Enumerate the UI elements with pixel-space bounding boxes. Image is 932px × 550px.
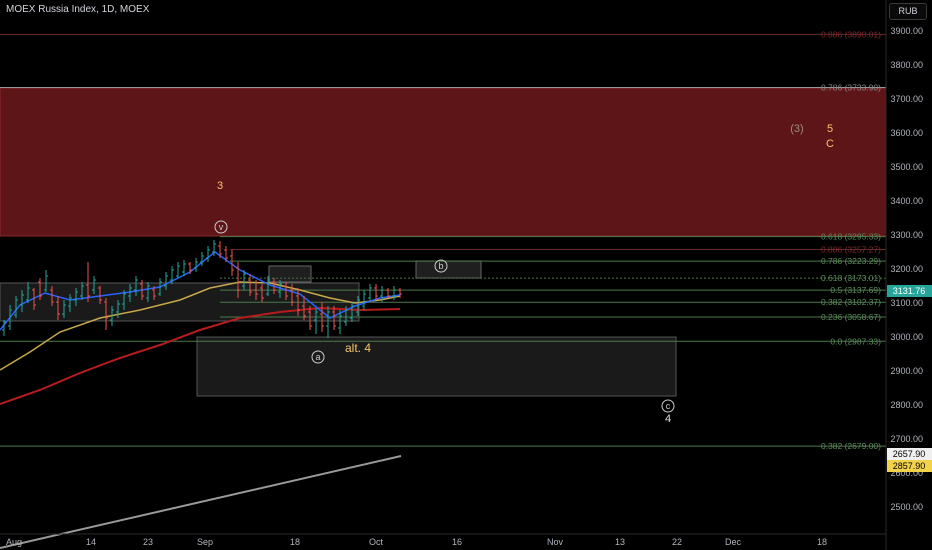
fib-level-label: 0.618 (3295.33): [821, 232, 881, 242]
last-price-tag-bg: [887, 285, 932, 297]
price-axis-label: 3100.00: [890, 298, 923, 308]
price-tag-lower: 2857.90: [893, 461, 926, 471]
fib-level-label: 0.786 (3733.90): [821, 82, 881, 92]
time-axis-label: Dec: [725, 537, 742, 547]
time-axis-label: 22: [672, 537, 682, 547]
fib-level-label: 0.382 (3102.37): [821, 297, 881, 307]
wave-label-paren3: (3): [790, 123, 803, 135]
fib-level-label: 0.886 (3257.27): [821, 245, 881, 255]
wave-label-v: v: [219, 222, 224, 232]
wave-label-c: c: [666, 401, 671, 411]
time-axis-label: 18: [817, 537, 827, 547]
wave-label-b: b: [438, 261, 443, 271]
price-tag-upper: 2657.90: [893, 449, 926, 459]
fib-level-label: 0.0 (2987.33): [830, 336, 881, 346]
resistance-zone: [0, 87, 887, 237]
wave-b-circle: [434, 259, 448, 273]
candlesticks: [2, 240, 402, 338]
price-tag-upper-bg: [887, 448, 932, 460]
price-axis[interactable]: 3900.00 3800.00 3700.00 3600.00 3500.00 3400.…: [890, 26, 923, 512]
fib-level-label: 0.5 (3137.69): [830, 285, 881, 295]
price-axis-label: 2600.00: [890, 468, 923, 478]
time-axis-label: 18: [290, 537, 300, 547]
price-axis-label: 2800.00: [890, 400, 923, 410]
price-axis-label: 3800.00: [890, 60, 923, 70]
wave-label-4: 4: [665, 413, 671, 425]
time-axis-label: Aug: [6, 537, 22, 547]
fib-level-label: 0.236 (3058.67): [821, 312, 881, 322]
time-axis-label: Oct: [369, 537, 384, 547]
price-axis-label: 3900.00: [890, 26, 923, 36]
fib-levels: 0.886 (3890.01) 0.786 (3733.90) 0.618 (329…: [0, 29, 886, 451]
wave-c-circle: [661, 399, 675, 413]
fib-level-label: 0.886 (3890.01): [821, 29, 881, 39]
fib-level-label: 0.382 (2679.00): [821, 441, 881, 451]
time-axis-label: Sep: [197, 537, 213, 547]
time-axis[interactable]: Aug 14 23 Sep 18 Oct 16 Nov 13 22 Dec 18: [6, 537, 827, 547]
price-axis-label: 3000.00: [890, 332, 923, 342]
wave-label-C: C: [826, 138, 834, 150]
target-box-b: [415, 260, 482, 279]
ma-slow-line: [0, 306, 401, 405]
fib-level-label: 0.618 (3173.01): [821, 273, 881, 283]
price-axis-label: 3400.00: [890, 196, 923, 206]
wave-label-3: 3: [217, 180, 223, 192]
price-axis-label: 2700.00: [890, 434, 923, 444]
target-box-c: [196, 336, 677, 397]
wave-label-a: a: [315, 352, 320, 362]
ma-mid-line: [0, 281, 401, 371]
time-axis-label: Nov: [547, 537, 564, 547]
time-axis-label: 13: [615, 537, 625, 547]
small-box: [268, 265, 312, 283]
price-tag-lower-bg: [887, 460, 932, 472]
price-axis-label: 2500.00: [890, 502, 923, 512]
time-axis-label: 16: [452, 537, 462, 547]
price-axis-label: 2900.00: [890, 366, 923, 376]
time-axis-label: 14: [86, 537, 96, 547]
trendline: [0, 455, 402, 549]
wave-label-alt4: alt. 4: [345, 341, 371, 355]
chart-title: MOEX Russia Index, 1D, MOEX: [6, 4, 150, 15]
price-axis-label: 3300.00: [890, 230, 923, 240]
wave-label-5: 5: [827, 123, 833, 135]
fib-level-label: 0.786 (3223.29): [821, 256, 881, 266]
time-axis-label: 23: [143, 537, 153, 547]
wave-a-circle: [311, 350, 325, 364]
price-axis-label: 3600.00: [890, 128, 923, 138]
price-axis-label: 3500.00: [890, 162, 923, 172]
price-axis-label: 3200.00: [890, 264, 923, 274]
price-axis-label: 3700.00: [890, 94, 923, 104]
last-price-tag: 3131.76: [893, 286, 926, 296]
wave-v-circle: [214, 220, 228, 234]
currency-button[interactable]: RUB: [889, 3, 927, 20]
